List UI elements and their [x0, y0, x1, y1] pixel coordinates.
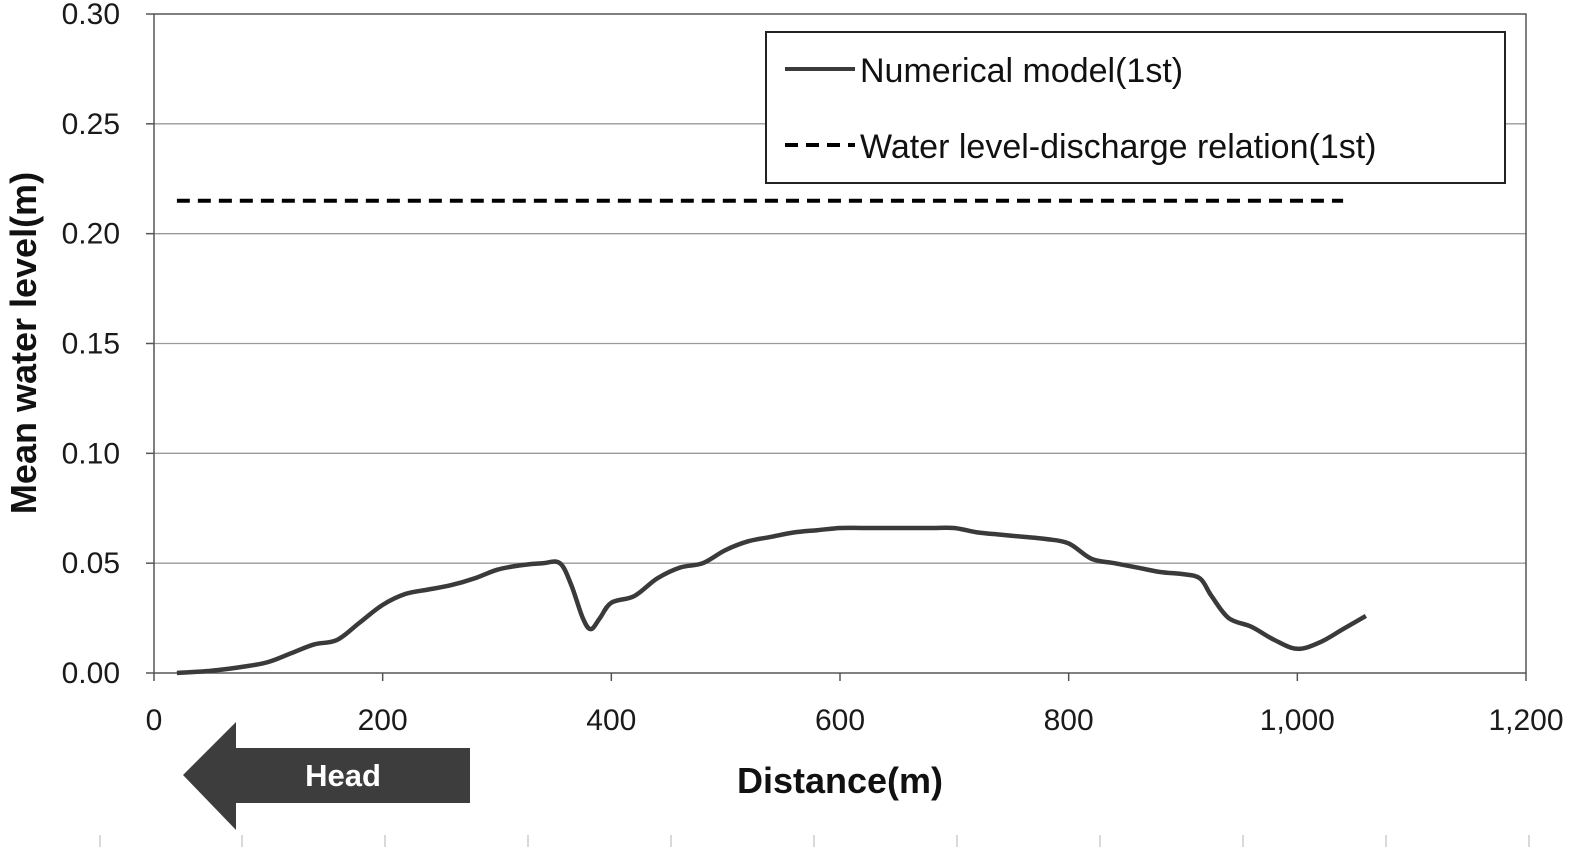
head-arrow-label: Head — [305, 758, 381, 793]
x-tick-label: 200 — [358, 704, 408, 737]
left-arrow-icon — [183, 722, 470, 830]
x-tick-label: 0 — [146, 704, 163, 737]
bottom-separator — [99, 835, 1530, 847]
grid-lines — [154, 123, 1526, 564]
legend-box — [765, 31, 1506, 184]
y-tick-label: 0.15 — [62, 328, 120, 361]
y-tick-label: 0.00 — [62, 657, 120, 690]
legend: Numerical model(1st) Water level-dischar… — [765, 31, 1506, 184]
x-axis-title: Distance(m) — [737, 760, 943, 801]
y-tick-label: 0.30 — [62, 0, 120, 31]
y-tick-label: 0.05 — [62, 547, 120, 580]
legend-label-water-level-discharge: Water level-discharge relation(1st) — [860, 128, 1377, 166]
head-arrow: Head — [183, 722, 470, 830]
x-tick-label: 800 — [1044, 704, 1094, 737]
axis-ticks: 0.00 0.05 0.10 0.15 0.20 0.25 0.30 0 200 400 600 80… — [62, 0, 1564, 737]
y-tick-label: 0.10 — [62, 437, 120, 470]
series-lines — [176, 198, 1368, 676]
x-tick-label: 1,000 — [1260, 704, 1335, 737]
y-tick-label: 0.20 — [62, 218, 120, 251]
y-tick-label: 0.25 — [62, 108, 120, 141]
series-line-numerical-model — [176, 525, 1368, 676]
y-axis-title: Mean water level(m) — [3, 172, 44, 514]
legend-label-numerical-model: Numerical model(1st) — [860, 52, 1183, 90]
x-tick-label: 600 — [815, 704, 865, 737]
x-tick-label: 1,200 — [1488, 704, 1563, 737]
x-tick-label: 400 — [586, 704, 636, 737]
